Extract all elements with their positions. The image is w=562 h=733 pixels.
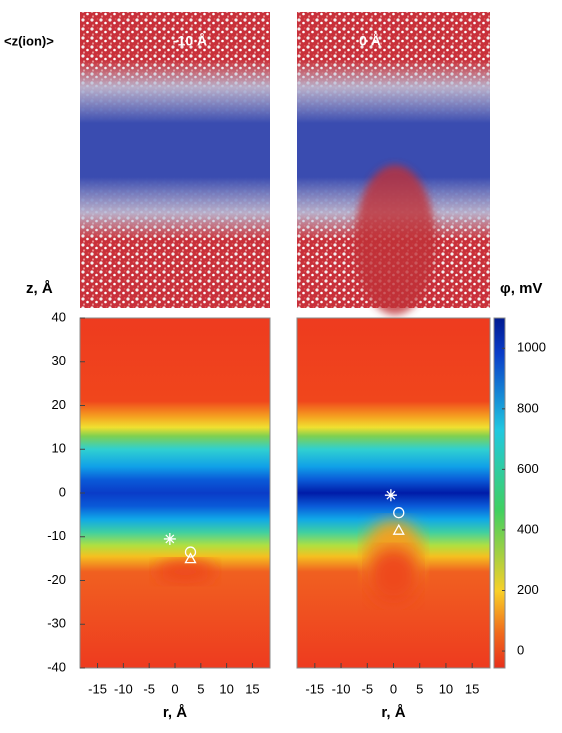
point-circle: [184, 546, 197, 558]
panel-title: -10 Å: [173, 33, 207, 49]
y-axis-label: z, Å: [26, 280, 53, 297]
colorbar-tick-label: 0: [517, 642, 524, 657]
snapshot-left: [80, 12, 270, 308]
point-star: [163, 532, 176, 545]
x-axis-label: r, Å: [381, 704, 405, 721]
heatmap-field: [80, 318, 270, 668]
x-tick-label: 0: [390, 681, 397, 696]
y-tick-label: 10: [52, 441, 66, 456]
x-axis-label: r, Å: [163, 704, 187, 721]
x-tick-label: -15: [88, 681, 107, 696]
x-tick-label: -5: [143, 681, 155, 696]
panel-title: 0 Å: [359, 33, 381, 49]
y-tick-label: -20: [47, 572, 66, 587]
point-triangle: [392, 523, 405, 535]
snapshot-right: [297, 12, 490, 315]
y-tick-label: -10: [47, 528, 66, 543]
x-tick-label: 10: [219, 681, 233, 696]
y-tick-label: -40: [47, 659, 66, 674]
y-tick-label: 0: [59, 484, 66, 499]
y-tick-label: 30: [52, 353, 66, 368]
y-tick-label: 20: [52, 397, 66, 412]
annotation: <z(ion)>: [4, 33, 54, 48]
colorbar: [493, 317, 506, 669]
x-tick-label: 5: [197, 681, 204, 696]
heatmap-bump: [367, 548, 420, 605]
colorbar-label: φ, mV: [500, 280, 542, 297]
y-tick-label: -30: [47, 616, 66, 631]
colorbar-tick-label: 200: [517, 582, 539, 597]
point-star: [384, 489, 397, 502]
point-circle: [393, 507, 405, 519]
colorbar-tick-label: 600: [517, 461, 539, 476]
x-tick-label: -10: [332, 681, 351, 696]
colorbar-tick-label: 1000: [517, 340, 546, 355]
x-tick-label: -10: [114, 681, 133, 696]
heatmap: [80, 318, 270, 668]
heatmap-bump: [155, 559, 216, 584]
x-tick-label: 10: [439, 681, 453, 696]
x-tick-label: 5: [416, 681, 423, 696]
point-triangle: [184, 552, 197, 564]
x-tick-label: 0: [171, 681, 178, 696]
x-tick-label: 15: [245, 681, 259, 696]
x-tick-label: 15: [465, 681, 479, 696]
colorbar-tick-label: 400: [517, 521, 539, 536]
y-tick-label: 40: [52, 309, 66, 324]
x-tick-label: -5: [361, 681, 373, 696]
x-tick-label: -15: [305, 681, 324, 696]
colorbar-tick-label: 800: [517, 400, 539, 415]
